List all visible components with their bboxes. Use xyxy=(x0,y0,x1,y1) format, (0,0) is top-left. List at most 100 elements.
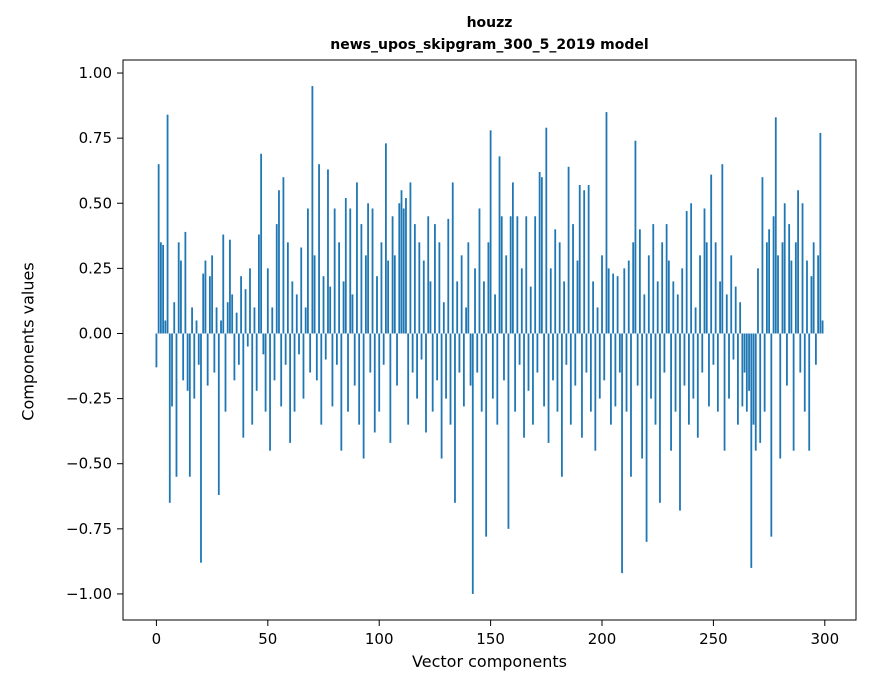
bar xyxy=(333,208,336,334)
bar xyxy=(716,333,719,412)
bar xyxy=(806,260,808,334)
bar xyxy=(344,198,347,334)
bar xyxy=(509,216,512,334)
bar xyxy=(162,244,164,334)
bar xyxy=(507,333,510,529)
bar xyxy=(282,177,285,334)
bar xyxy=(688,333,690,425)
bar xyxy=(583,190,586,334)
bar xyxy=(683,333,686,386)
bar xyxy=(739,302,742,334)
bar xyxy=(627,260,630,334)
bar xyxy=(358,333,361,425)
bar xyxy=(280,333,283,407)
bar xyxy=(636,333,639,386)
bar xyxy=(603,333,606,381)
bar xyxy=(458,333,461,373)
bar xyxy=(676,294,679,334)
bar xyxy=(708,333,710,407)
bar xyxy=(229,239,231,334)
bar xyxy=(208,276,211,334)
bar xyxy=(478,208,481,334)
bar xyxy=(427,216,430,334)
bar xyxy=(757,268,759,334)
bar xyxy=(821,320,824,334)
bar xyxy=(576,260,579,334)
bar xyxy=(420,333,423,360)
bar xyxy=(389,333,392,443)
bar xyxy=(269,333,271,451)
bar xyxy=(356,182,358,334)
bar xyxy=(469,333,472,386)
bar xyxy=(527,333,530,391)
bar xyxy=(249,268,251,334)
bar xyxy=(462,333,465,407)
bar xyxy=(315,333,318,381)
bar xyxy=(451,182,454,334)
bar xyxy=(574,333,577,386)
bar xyxy=(476,333,479,373)
bar xyxy=(505,255,508,334)
x-tick-label: 50 xyxy=(258,630,277,648)
bar xyxy=(500,216,503,334)
bar xyxy=(516,216,519,334)
bar xyxy=(382,333,385,365)
bar xyxy=(797,190,799,334)
bar xyxy=(483,281,485,334)
bar xyxy=(393,255,396,334)
x-tick-label: 250 xyxy=(699,630,728,648)
bar xyxy=(431,333,434,412)
bar xyxy=(240,276,242,334)
bar xyxy=(260,153,263,334)
bar xyxy=(549,268,552,334)
bar xyxy=(701,333,704,373)
bar xyxy=(442,302,445,334)
bar xyxy=(786,333,788,386)
y-tick-label: −0.25 xyxy=(66,390,112,408)
bar xyxy=(184,231,187,334)
bar xyxy=(652,224,655,334)
bar xyxy=(634,140,637,334)
bar xyxy=(563,281,566,334)
bar xyxy=(520,268,523,334)
bar xyxy=(783,203,786,334)
bar xyxy=(672,281,675,334)
bar xyxy=(679,333,681,511)
bar xyxy=(286,242,289,334)
bar xyxy=(235,312,238,334)
bar xyxy=(638,229,641,334)
bar xyxy=(552,333,554,381)
bar xyxy=(696,333,699,438)
bar xyxy=(681,268,684,334)
bar xyxy=(781,242,784,334)
bar xyxy=(351,294,354,334)
bar xyxy=(745,333,748,412)
bar xyxy=(692,333,695,399)
bar xyxy=(320,333,323,425)
bar xyxy=(300,247,303,334)
chart-title-line2: news_upos_skipgram_300_5_2019 model xyxy=(330,37,649,53)
bar xyxy=(810,276,813,334)
bar xyxy=(186,333,189,391)
y-axis-label: Components values xyxy=(18,262,38,421)
bar xyxy=(547,333,550,443)
bar xyxy=(741,333,744,407)
bar xyxy=(360,224,363,334)
bar xyxy=(271,307,274,334)
bar xyxy=(224,333,227,412)
bar xyxy=(585,333,588,373)
bar xyxy=(193,333,196,399)
bar xyxy=(418,242,421,334)
bar xyxy=(511,182,514,334)
bar xyxy=(264,333,267,412)
bar xyxy=(349,208,352,334)
bar xyxy=(445,333,447,399)
bar xyxy=(518,333,521,365)
bar xyxy=(536,333,539,373)
bar xyxy=(750,333,753,568)
bar xyxy=(422,260,425,334)
bar xyxy=(569,333,572,425)
bar xyxy=(794,242,797,334)
bar xyxy=(211,255,214,334)
bar xyxy=(402,208,405,334)
